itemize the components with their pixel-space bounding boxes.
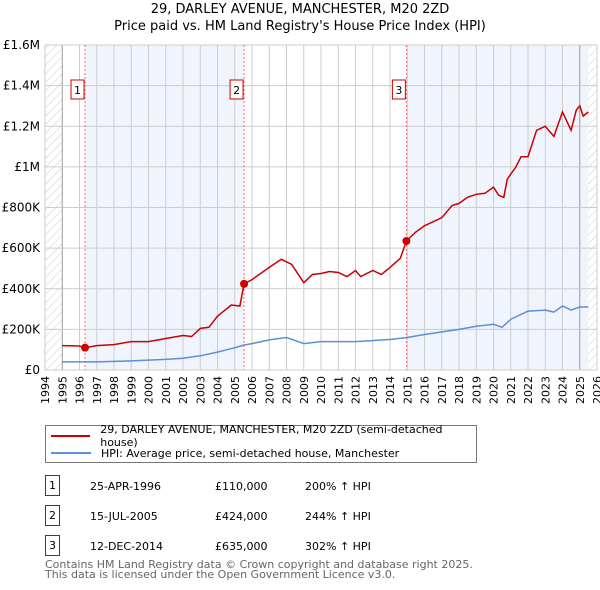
sale-label-box: [229, 79, 244, 100]
sale-hpi-change: 302% ↑ HPI: [305, 540, 371, 553]
legend-swatch-blue: [51, 452, 91, 454]
x-tick-label: 2023: [539, 376, 552, 404]
sale-date: 25-APR-1996: [90, 480, 162, 493]
x-tick-label: 2021: [505, 376, 518, 404]
sale-label-number: 1: [74, 84, 81, 97]
x-tick-label: 2020: [488, 376, 501, 404]
x-tick-label: 2013: [367, 376, 380, 404]
footer-line: Contains HM Land Registry data © Crown c…: [45, 558, 473, 571]
x-tick-label: 2015: [401, 376, 414, 404]
x-tick-label: 2018: [453, 376, 466, 404]
y-tick-label: £600K: [2, 241, 42, 255]
sale-number-badge: 1: [45, 475, 60, 496]
x-tick-label: 2022: [522, 376, 535, 404]
plot-area: 1 2 3 1994 1995 1996 1997 1998 1999 2000 2001 2002 2…: [2, 38, 600, 404]
sale-row: 3 12-DEC-2014 £635,000 302% ↑ HPI: [45, 535, 475, 557]
chart-title: 29, DARLEY AVENUE, MANCHESTER, M20 2ZD: [150, 2, 450, 17]
x-tick-label: 2006: [246, 376, 259, 404]
legend-item-property: 29, DARLEY AVENUE, MANCHESTER, M20 2ZD (…: [46, 423, 476, 449]
x-tick-label: 2016: [419, 376, 432, 404]
x-tick-label: 2009: [298, 376, 311, 404]
sale-hpi-change: 200% ↑ HPI: [305, 480, 371, 493]
sale-date: 12-DEC-2014: [90, 540, 164, 553]
y-tick-label: £1M: [14, 160, 40, 174]
legend: 29, DARLEY AVENUE, MANCHESTER, M20 2ZD (…: [45, 423, 477, 463]
sale-point: [81, 343, 90, 352]
x-tick-label: 1995: [56, 376, 69, 404]
x-tick-label: 1998: [108, 376, 121, 404]
sale-point: [240, 279, 249, 288]
x-tick-label: 2007: [263, 376, 276, 404]
x-tick-label: 2011: [332, 376, 345, 404]
x-tick-label: 2017: [436, 376, 449, 404]
x-tick-label: 2000: [143, 376, 156, 404]
legend-swatch-red: [51, 435, 91, 437]
x-tick-label: 1999: [125, 376, 138, 404]
x-tick-label: 2026: [591, 376, 600, 404]
x-tick-label: 2010: [315, 376, 328, 404]
sale-price: £635,000: [215, 540, 268, 553]
sale-label-box: [391, 79, 406, 100]
sale-number-badge: 2: [45, 505, 60, 526]
sale-number-badge: 3: [45, 535, 60, 556]
sale-label-number: 3: [395, 84, 402, 97]
x-tick-label: 2019: [470, 376, 483, 404]
y-tick-label: £1.6M: [3, 38, 40, 52]
sale-price: £424,000: [215, 510, 268, 523]
sale-date: 15-JUL-2005: [90, 510, 158, 523]
x-tick-label: 2003: [194, 376, 207, 404]
sale-row: 1 25-APR-1996 £110,000 200% ↑ HPI: [45, 475, 475, 497]
chart-subtitle: Price paid vs. HM Land Registry's House …: [114, 19, 486, 34]
sale-label-number: 2: [233, 84, 240, 97]
x-tick-label: 2008: [281, 376, 294, 404]
footer: Contains HM Land Registry data © Crown c…: [45, 558, 473, 581]
y-tick-label: £200K: [2, 322, 42, 336]
x-tick-label: 2001: [160, 376, 173, 404]
sale-label-box: [70, 79, 85, 100]
sale-hpi-change: 244% ↑ HPI: [305, 510, 371, 523]
sale-price: £110,000: [215, 480, 268, 493]
footer-line: This data is licensed under the Open Gov…: [45, 568, 396, 581]
x-tick-label: 2002: [177, 376, 190, 404]
x-tick-label: 2014: [384, 376, 397, 404]
y-tick-label: £0: [25, 363, 40, 377]
x-tick-label: 2025: [574, 376, 587, 404]
y-tick-label: £400K: [2, 282, 42, 296]
legend-label: 29, DARLEY AVENUE, MANCHESTER, M20 2ZD (…: [100, 423, 443, 449]
x-tick-label: 2005: [229, 376, 242, 404]
y-tick-label: £1.4M: [3, 79, 40, 93]
x-tick-label: 1994: [39, 376, 52, 404]
sale-row: 2 15-JUL-2005 £424,000 244% ↑ HPI: [45, 505, 475, 527]
property-price-line: [62, 104, 589, 349]
x-tick-label: 1996: [74, 376, 87, 404]
x-tick-label: 1997: [91, 376, 104, 404]
hpi-line: [62, 305, 589, 363]
y-tick-label: £1.2M: [3, 119, 40, 133]
x-tick-label: 2024: [557, 376, 570, 404]
sale-point: [402, 237, 411, 246]
legend-label: HPI: Average price, semi-detached house,…: [101, 446, 400, 460]
legend-item-hpi: HPI: Average price, semi-detached house,…: [46, 445, 399, 461]
x-tick-label: 2004: [212, 376, 225, 404]
y-tick-label: £800K: [2, 201, 42, 215]
x-tick-label: 2012: [350, 376, 363, 404]
